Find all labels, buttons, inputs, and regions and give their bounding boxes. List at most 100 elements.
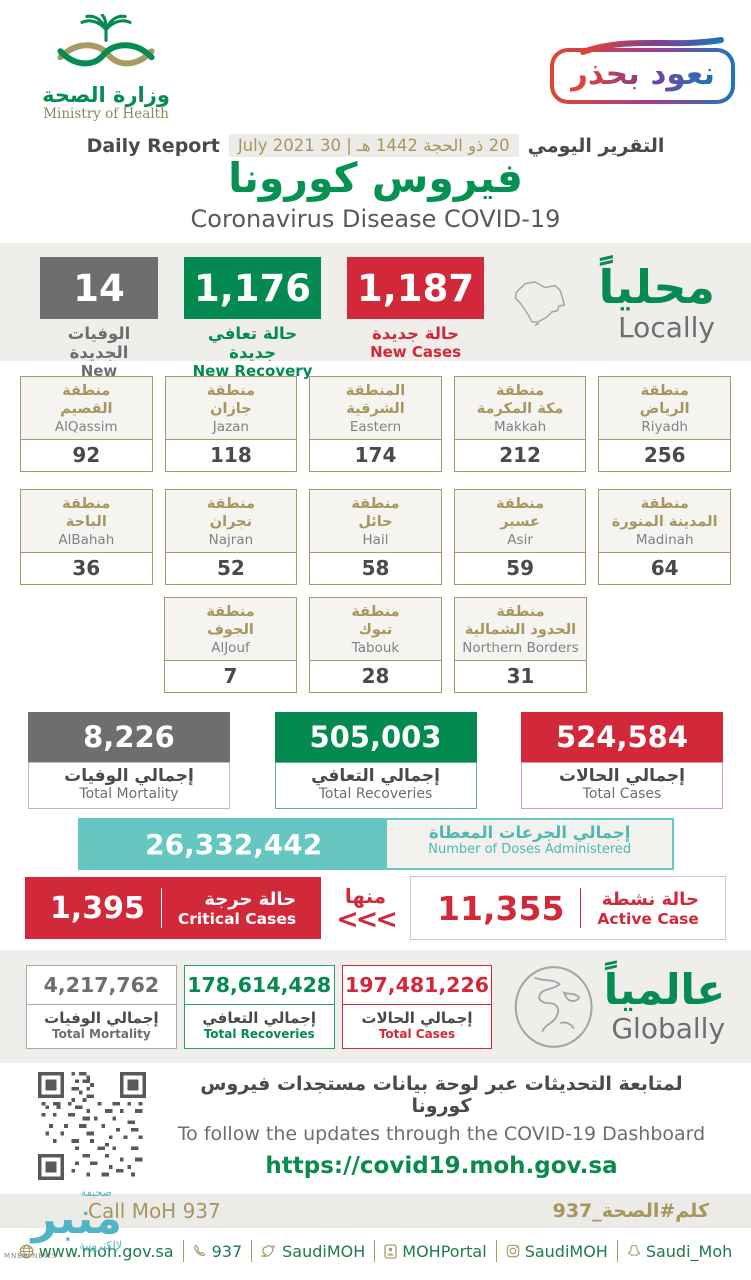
region-en: Najran bbox=[208, 532, 254, 549]
footer-link-instagram[interactable]: SaudiMOH bbox=[506, 1242, 608, 1261]
footer-link-phone[interactable]: 937 bbox=[193, 1241, 243, 1261]
region-value: 36 bbox=[72, 556, 101, 580]
badge-text: نعود بحذر bbox=[569, 56, 715, 92]
region-value: 92 bbox=[72, 443, 101, 467]
region-value: 212 bbox=[499, 443, 541, 467]
critical-cases-value: 1,395 bbox=[49, 890, 145, 926]
region-ar: منطقة bbox=[206, 496, 256, 512]
call-moh-hashtag-ar: كلم#الصحة_937 bbox=[552, 1200, 709, 1222]
globally-heading-ar: عالمياً bbox=[603, 964, 726, 1014]
mohportal-app-icon bbox=[384, 1243, 397, 1259]
doses-label-en: Number of Doses Administered bbox=[428, 842, 632, 857]
region-card-najran: منطقة نجران Najran 52 bbox=[164, 489, 298, 585]
doses-label-ar: إجمالي الجرعات المعطاة bbox=[428, 823, 631, 842]
region-card-northern-borders: منطقة الحدود الشمالية Northern Borders 31 bbox=[454, 597, 587, 693]
region-value: 52 bbox=[216, 556, 245, 580]
region-en: Hail bbox=[362, 532, 389, 549]
qr-code bbox=[38, 1072, 146, 1180]
return-with-caution-badge: نعود بحذر bbox=[549, 37, 735, 104]
locally-heading-en: Locally bbox=[618, 311, 715, 345]
footer-link-label: 937 bbox=[211, 1241, 243, 1261]
region-ar2: الحدود الشمالية bbox=[464, 622, 577, 639]
locally-heading-ar: محلياً bbox=[598, 260, 715, 314]
region-ar: منطقة bbox=[640, 496, 689, 512]
region-ar2: القصيم bbox=[60, 401, 113, 418]
region-value: 174 bbox=[354, 443, 397, 467]
ministry-name-en: Ministry of Health bbox=[43, 106, 169, 123]
region-ar2: جازان bbox=[210, 401, 252, 418]
region-ar: منطقة bbox=[495, 383, 545, 399]
region-value: 31 bbox=[506, 664, 535, 688]
region-en: Eastern bbox=[349, 419, 402, 436]
region-ar: منطقة bbox=[62, 496, 111, 512]
region-en: Asir bbox=[507, 532, 533, 549]
globally-heading-en: Globally bbox=[611, 1012, 726, 1046]
region-value: 58 bbox=[361, 556, 390, 580]
totals-row: 8,226 إجمالي الوفيات Total Mortality 505… bbox=[0, 712, 751, 809]
region-ar2: الجوف bbox=[207, 622, 254, 639]
new-mortality-stat: 14 الوفيات الجديدة New Mortality bbox=[40, 257, 158, 398]
divider bbox=[182, 1240, 184, 1262]
locally-heading: محلياً Locally bbox=[598, 257, 715, 345]
region-en: AlQassim bbox=[54, 419, 118, 436]
locally-section: 14 الوفيات الجديدة New Mortality 1,176 ح… bbox=[0, 243, 751, 398]
region-value: 118 bbox=[210, 443, 252, 467]
footer-link-mohportal[interactable]: MOHPortal bbox=[384, 1242, 487, 1261]
region-card-makkah: منطقة مكة المكرمة Makkah 212 bbox=[453, 376, 587, 472]
region-card-alqassim: منطقة القصيم AlQassim 92 bbox=[20, 376, 153, 472]
globe-icon bbox=[515, 965, 594, 1048]
new-cases-label-ar: حالة جديدة bbox=[372, 324, 460, 343]
new-mortality-value: 14 bbox=[40, 257, 158, 319]
new-mortality-label-ar: الوفيات الجديدة bbox=[67, 324, 131, 362]
region-en: Northern Borders bbox=[462, 640, 579, 657]
active-cases-value: 11,355 bbox=[437, 888, 565, 928]
global-cases-value: 197,481,226 bbox=[345, 972, 489, 997]
dashboard-note-ar: لمتابعة التحديثات عبر لوحة بيانات مستجدا… bbox=[200, 1073, 683, 1117]
total-cases: 524,584 إجمالي الحالات Total Cases bbox=[521, 712, 723, 809]
dashboard-section: لمتابعة التحديثات عبر لوحة بيانات مستجدا… bbox=[0, 1072, 751, 1180]
divider bbox=[580, 888, 582, 928]
region-en: Makkah bbox=[494, 419, 547, 436]
footer-link-snapchat[interactable]: Saudi_Moh bbox=[627, 1242, 732, 1261]
divider bbox=[495, 1240, 497, 1262]
global-total-recoveries: 178,614,428 إجمالي التعافي Total Recover… bbox=[183, 964, 335, 1049]
moh-logo: وزارة الصحة Ministry of Health bbox=[26, 13, 186, 123]
region-en: Madinah bbox=[635, 532, 694, 549]
region-en: AlJouf bbox=[211, 640, 250, 657]
region-card-albahah: منطقة الباحة AlBahah 36 bbox=[20, 489, 153, 585]
region-card-jazan: منطقة جازان Jazan 118 bbox=[164, 376, 298, 472]
divider bbox=[374, 1240, 376, 1262]
region-value: 7 bbox=[223, 664, 238, 688]
badge-swoosh-icon bbox=[580, 37, 724, 55]
region-card-hail: منطقة حائل Hail 58 bbox=[309, 489, 442, 585]
region-card-riyadh: منطقة الرياض Riyadh 256 bbox=[598, 376, 731, 472]
daily-report-label-ar: التقرير اليومي bbox=[527, 134, 665, 157]
critical-cases-label-en: Critical Cases bbox=[177, 909, 297, 928]
divider bbox=[251, 1240, 253, 1262]
region-cards-row3: منطقة الجوف AlJouf 7 منطقة تبوك Tabouk 28 … bbox=[0, 597, 751, 693]
global-mortality-label-en: Total Mortality bbox=[52, 1026, 151, 1041]
global-mortality-value: 4,217,762 bbox=[43, 972, 160, 997]
region-ar: المنطقة bbox=[345, 383, 406, 399]
global-recoveries-label-en: Total Recoveries bbox=[203, 1026, 315, 1041]
region-ar: منطقة bbox=[206, 604, 255, 620]
region-ar2: تبوك bbox=[358, 622, 393, 639]
active-cases-box: 11,355 حالة نشطة Active Case bbox=[410, 876, 726, 940]
region-card-asir: منطقة عسير Asir 59 bbox=[453, 489, 587, 585]
region-ar2: مكة المكرمة bbox=[476, 401, 564, 418]
footer-link-website[interactable]: www.moh.gov.sa bbox=[19, 1242, 174, 1261]
global-total-cases: 197,481,226 إجمالي الحالات Total Cases bbox=[341, 964, 493, 1049]
global-cases-label-ar: إجمالي الحالات bbox=[361, 1008, 473, 1027]
dashboard-url-link[interactable]: https://covid19.moh.gov.sa bbox=[265, 1153, 618, 1179]
new-recoveries-stat: 1,176 حالة تعافي جديدة New Recovery Case… bbox=[184, 257, 322, 398]
globally-heading: عالمياً Globally bbox=[603, 964, 726, 1046]
footer-social-row: www.moh.gov.sa 937 SaudiMOH MOHPortal bbox=[0, 1240, 751, 1262]
region-en: Riyadh bbox=[641, 419, 688, 436]
region-ar: منطقة bbox=[496, 604, 545, 620]
critical-active-row: 1,395 حالة حرجة Critical Cases منها <<< … bbox=[0, 876, 751, 940]
of-which-indicator: منها <<< bbox=[336, 884, 398, 933]
active-cases-label-en: Active Case bbox=[597, 909, 699, 928]
total-cases-label-ar: إجمالي الحالات bbox=[559, 766, 685, 786]
footer-link-twitter[interactable]: SaudiMOH bbox=[261, 1242, 365, 1261]
